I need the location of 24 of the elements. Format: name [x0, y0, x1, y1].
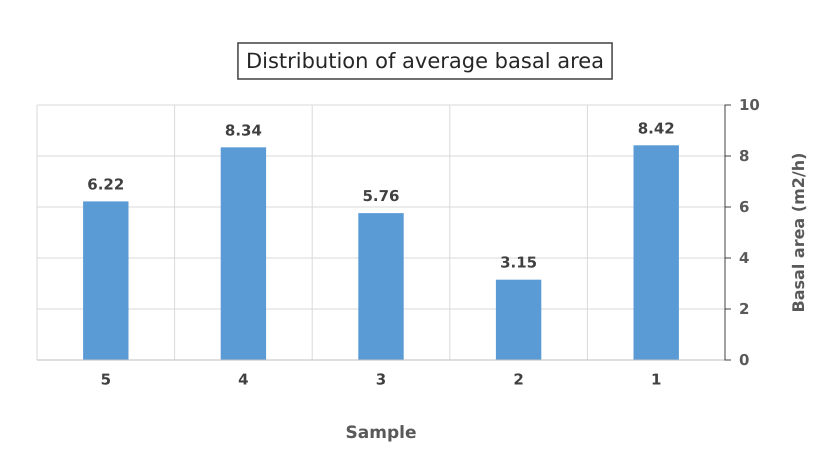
x-tick-label: 4 [238, 370, 249, 389]
bar [220, 147, 266, 360]
chart-title: Distribution of average basal area [246, 49, 604, 73]
data-label: 3.15 [500, 254, 538, 272]
bar [83, 201, 129, 360]
bar [496, 280, 542, 360]
x-axis-title: Sample [346, 423, 416, 443]
bar [358, 213, 404, 360]
data-label: 6.22 [87, 175, 124, 194]
y-tick-label: 8 [739, 146, 750, 165]
x-tick-label: 1 [650, 370, 662, 389]
data-label: 8.42 [638, 119, 675, 138]
bar [633, 145, 679, 360]
x-tick-label: 2 [513, 370, 524, 389]
y-tick-label: 0 [739, 350, 750, 369]
x-tick-label: 5 [100, 370, 112, 389]
data-label: 5.76 [362, 187, 400, 206]
y-tick-label: 2 [739, 300, 750, 318]
y-axis-title: Basal area (m2/h) [789, 152, 808, 312]
y-tick-label: 4 [739, 248, 750, 267]
data-label: 8.34 [224, 121, 262, 140]
y-tick-label: 6 [739, 198, 750, 216]
y-tick-label: 10 [739, 96, 760, 114]
x-tick-label: 3 [376, 370, 386, 389]
